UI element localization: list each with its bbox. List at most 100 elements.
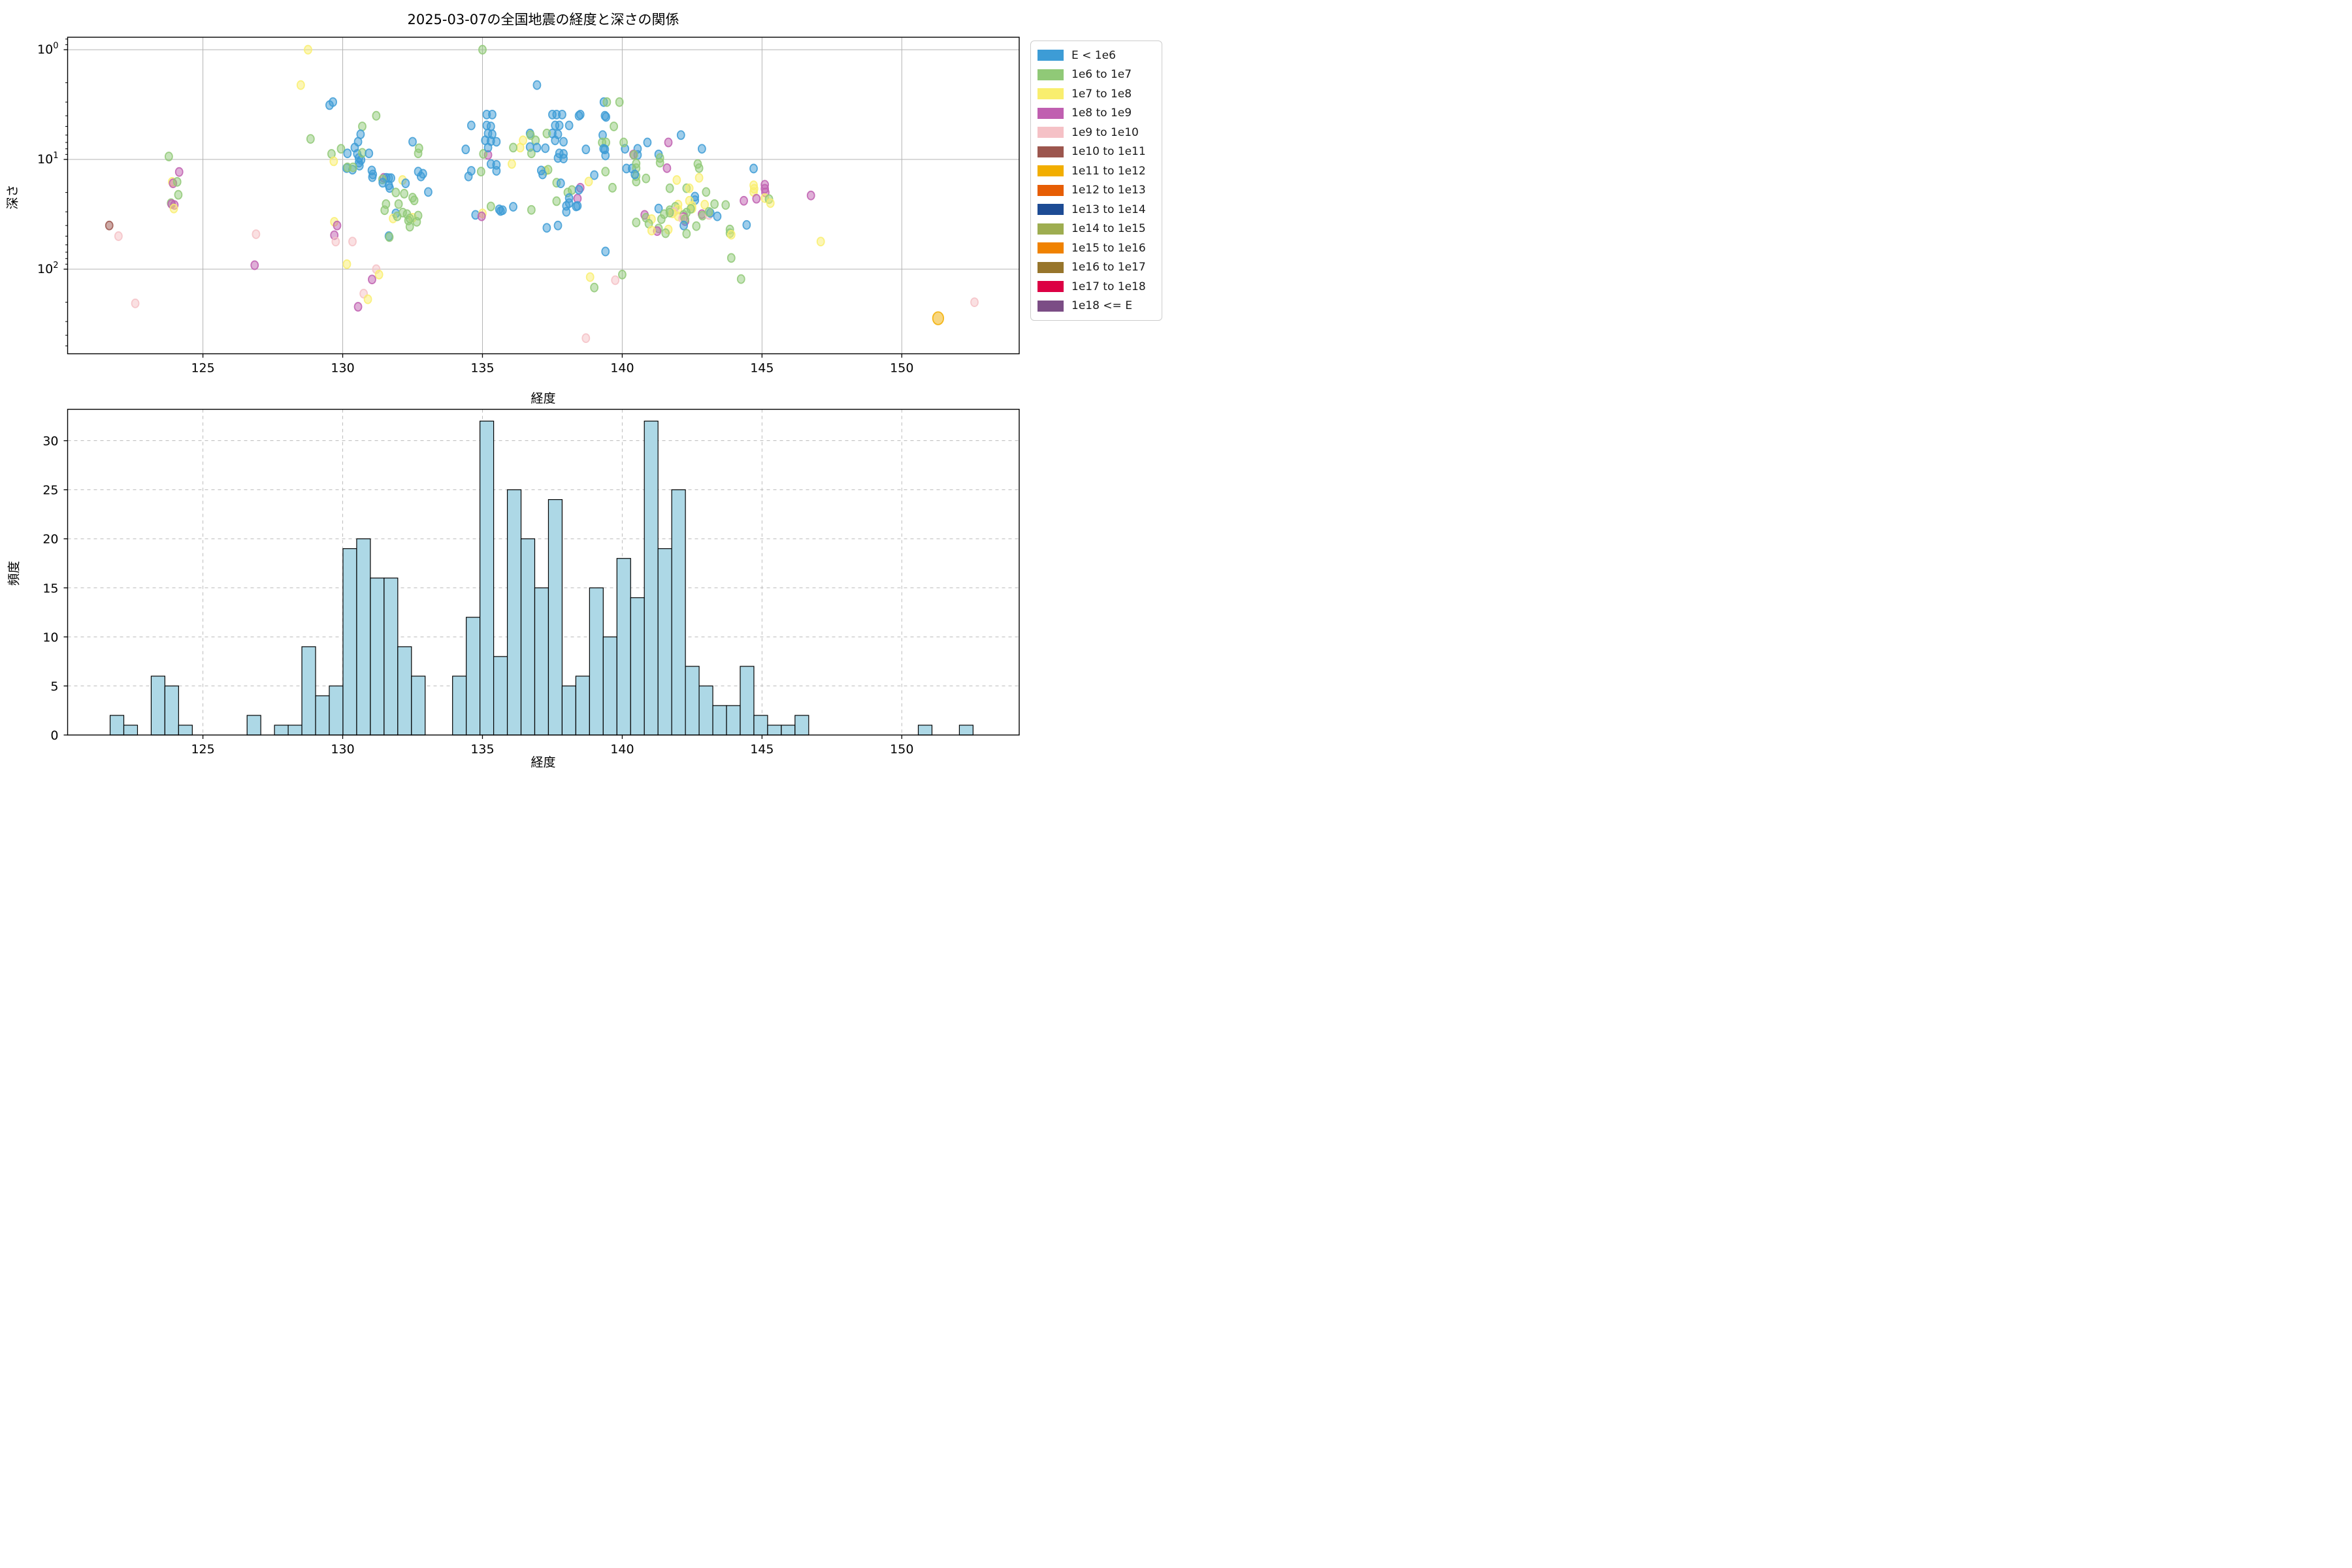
- scatter-point: [721, 200, 730, 210]
- legend-item: 1e17 to 1e18: [1031, 277, 1162, 297]
- histogram-bar: [480, 420, 495, 736]
- hist-ytick-label: 0: [50, 728, 58, 743]
- histogram-y-axis-label: 頻度: [7, 561, 22, 586]
- scatter-point: [552, 196, 561, 206]
- scatter-point: [556, 178, 565, 188]
- scatter-point: [697, 144, 706, 154]
- histogram-bar: [534, 587, 549, 736]
- scatter-point: [365, 148, 374, 159]
- scatter-point: [329, 156, 338, 167]
- scatter-point: [466, 166, 476, 176]
- scatter-xtick-label: 130: [331, 361, 354, 376]
- legend-swatch: [1037, 184, 1064, 196]
- hist-ytick-label: 10: [42, 630, 58, 645]
- hist-xtick-label: 150: [890, 742, 913, 757]
- scatter-point: [532, 80, 542, 90]
- scatter-point: [331, 237, 340, 247]
- legend-swatch: [1037, 204, 1064, 216]
- scatter-point: [414, 143, 423, 154]
- scatter-point: [400, 189, 409, 199]
- legend-item: 1e11 to 1e12: [1031, 161, 1162, 181]
- scatter-plot: 100 101 102 125 130 135 140 145 150: [37, 37, 1020, 376]
- scatter-point: [333, 220, 342, 231]
- legend-item: 1e9 to 1e10: [1031, 123, 1162, 142]
- scatter-point: [532, 142, 542, 153]
- scatter-point: [477, 211, 486, 221]
- scatter-point: [618, 269, 627, 280]
- scatter-point: [581, 144, 591, 155]
- scatter-point: [590, 170, 599, 180]
- scatter-point: [584, 176, 593, 187]
- scatter-point: [749, 163, 758, 174]
- scatter-point: [630, 169, 640, 180]
- histogram-bar: [958, 725, 974, 736]
- legend-swatch: [1037, 223, 1064, 235]
- scatter-point: [408, 137, 417, 147]
- scatter-point: [394, 199, 403, 209]
- legend-item: 1e6 to 1e7: [1031, 65, 1162, 85]
- scatter-point: [581, 333, 591, 343]
- hist-ytick-label: 25: [42, 483, 58, 498]
- scatter-point: [602, 112, 610, 122]
- scatter-point: [642, 173, 651, 184]
- scatter-point: [611, 275, 620, 286]
- legend-item: 1e12 to 1e13: [1031, 181, 1162, 201]
- scatter-point: [665, 183, 674, 193]
- scatter-point: [348, 237, 357, 247]
- scatter-xtick-label: 145: [750, 361, 774, 376]
- scatter-point: [172, 176, 182, 187]
- scatter-point: [492, 166, 501, 176]
- figure: 2025-03-07の全国地震の経度と深さの関係 100 101 102 125 130…: [0, 0, 1176, 784]
- legend-swatch: [1037, 300, 1064, 312]
- scatter-point: [486, 201, 495, 212]
- scatter-xtick-label: 125: [191, 361, 214, 376]
- scatter-point: [655, 157, 664, 168]
- legend: E < 1e6 1e6 to 1e7 1e7 to 1e8 1e8 to 1e9 1e9…: [1030, 41, 1162, 321]
- hist-ytick-label: 5: [50, 679, 58, 694]
- scatter-point: [252, 229, 261, 239]
- scatter-point: [558, 109, 566, 120]
- scatter-point: [343, 148, 352, 159]
- scatter-point: [306, 134, 315, 144]
- scatter-point: [700, 199, 710, 210]
- scatter-point: [742, 220, 751, 230]
- scatter-x-axis-label: 経度: [531, 391, 556, 406]
- histogram-bar: [740, 666, 755, 736]
- scatter-point: [374, 269, 384, 280]
- scatter-point: [559, 154, 568, 163]
- scatter-point: [806, 190, 815, 201]
- hist-xtick-label: 130: [331, 742, 354, 757]
- scatter-point: [672, 175, 681, 185]
- scatter-point: [174, 189, 183, 200]
- legend-swatch: [1037, 146, 1064, 157]
- legend-item: 1e16 to 1e17: [1031, 258, 1162, 278]
- histogram-bar: [466, 617, 481, 736]
- scatter-point: [401, 178, 410, 188]
- hist-xtick-label: 140: [610, 742, 634, 757]
- legend-swatch: [1037, 261, 1064, 273]
- histogram-bar: [589, 587, 604, 736]
- scatter-point: [250, 260, 259, 270]
- scatter-point: [466, 120, 476, 131]
- scatter-point: [483, 142, 493, 153]
- scatter-point: [336, 144, 346, 154]
- histogram-bar: [644, 420, 659, 736]
- histogram-bar: [520, 538, 536, 736]
- scatter-point: [541, 143, 550, 154]
- histogram-bar: [109, 715, 125, 736]
- scatter-point: [574, 185, 583, 195]
- histogram-bar: [753, 715, 768, 736]
- scatter-point: [657, 214, 666, 224]
- hist-ytick-label: 15: [42, 581, 58, 596]
- scatter-point: [174, 167, 184, 177]
- scatter-point: [164, 152, 173, 161]
- scatter-point: [385, 183, 394, 193]
- histogram-bar: [602, 636, 617, 736]
- legend-swatch: [1037, 127, 1064, 139]
- scatter-point: [527, 204, 536, 215]
- legend-label: 1e17 to 1e18: [1071, 280, 1146, 293]
- legend-swatch: [1037, 50, 1064, 61]
- legend-label: 1e8 to 1e9: [1071, 106, 1132, 120]
- scatter-point: [372, 110, 381, 121]
- legend-swatch: [1037, 69, 1064, 80]
